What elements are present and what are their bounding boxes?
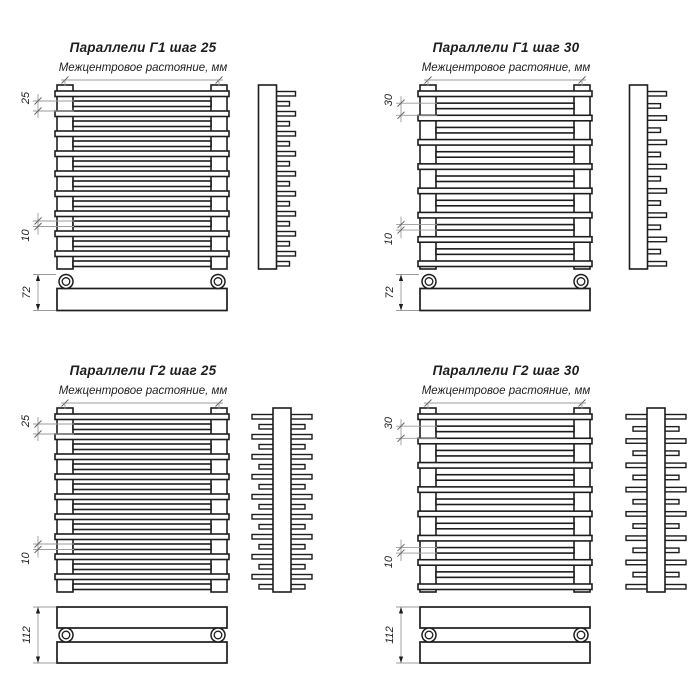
depth-dimension: 72 <box>21 274 56 311</box>
dimension-value: 112 <box>384 626 396 644</box>
tube-dimension: 10 <box>20 213 74 242</box>
front-view <box>54 407 230 593</box>
dimension-value: 30 <box>383 93 395 106</box>
drawing-title: Параллели Г2 шаг 30 <box>432 363 580 378</box>
dimension-value: 25 <box>20 414 32 428</box>
intercenter-caption: Межцентровое растояние, мм <box>58 385 228 397</box>
front-view <box>417 407 593 593</box>
quadrant-g1-step30: Параллели Г1 шаг 30 Межцентровое растоян… <box>363 0 700 323</box>
quadrant-g1-step25: Параллели Г1 шаг 25 Межцентровое растоян… <box>0 0 345 323</box>
drawing-title: Параллели Г1 шаг 25 <box>69 40 217 55</box>
front-view <box>417 84 593 270</box>
tube-dimension: 10 <box>383 216 437 245</box>
bottom-view <box>56 606 228 664</box>
depth-dimension: 72 <box>384 274 419 311</box>
intercenter-dimension <box>424 399 586 409</box>
bottom-view <box>56 273 228 312</box>
radiator-drawing-g1-step30: 30 10 72 <box>383 76 668 312</box>
intercenter-dimension <box>424 76 586 86</box>
pitch-dimension: 25 <box>20 91 74 118</box>
tube-dimension: 10 <box>383 539 437 568</box>
dimension-value: 112 <box>21 626 33 644</box>
dimension-value: 30 <box>383 416 395 429</box>
quadrant-g2-step25: Параллели Г2 шаг 25 Межцентровое растоян… <box>0 323 345 700</box>
radiator-drawing-g2-step25: 25 10 112 <box>20 399 313 664</box>
intercenter-caption: Межцентровое растояние, мм <box>421 385 591 397</box>
radiator-drawing-g2-step30: 30 10 112 <box>383 399 687 664</box>
bottom-view <box>419 606 591 664</box>
dimension-value: 72 <box>384 286 396 298</box>
depth-dimension: 112 <box>21 606 56 664</box>
intercenter-caption: Межцентровое растояние, мм <box>58 62 228 74</box>
dimension-value: 25 <box>20 91 32 105</box>
depth-dimension: 112 <box>384 606 419 664</box>
tube-dimension: 10 <box>20 536 74 565</box>
dimension-value: 10 <box>20 229 32 242</box>
side-view <box>257 84 297 270</box>
dimension-value: 72 <box>21 286 33 298</box>
pitch-dimension: 30 <box>383 93 437 123</box>
pitch-dimension: 30 <box>383 416 437 446</box>
front-view <box>54 84 230 270</box>
intercenter-dimension <box>61 76 223 86</box>
intercenter-dimension <box>61 399 223 409</box>
dimension-value: 10 <box>20 552 32 565</box>
bottom-view <box>419 273 591 312</box>
dimension-value: 10 <box>383 555 395 568</box>
radiator-drawing-g1-step25: 25 10 72 <box>20 76 297 312</box>
drawing-title: Параллели Г2 шаг 25 <box>69 363 217 378</box>
dimension-value: 10 <box>383 232 395 245</box>
intercenter-caption: Межцентровое растояние, мм <box>421 62 591 74</box>
side-view <box>628 84 668 270</box>
side-view <box>625 407 687 593</box>
side-view <box>251 407 313 593</box>
drawing-title: Параллели Г1 шаг 30 <box>432 40 580 55</box>
pitch-dimension: 25 <box>20 414 74 441</box>
quadrant-g2-step30: Параллели Г2 шаг 30 Межцентровое растоян… <box>363 323 700 700</box>
